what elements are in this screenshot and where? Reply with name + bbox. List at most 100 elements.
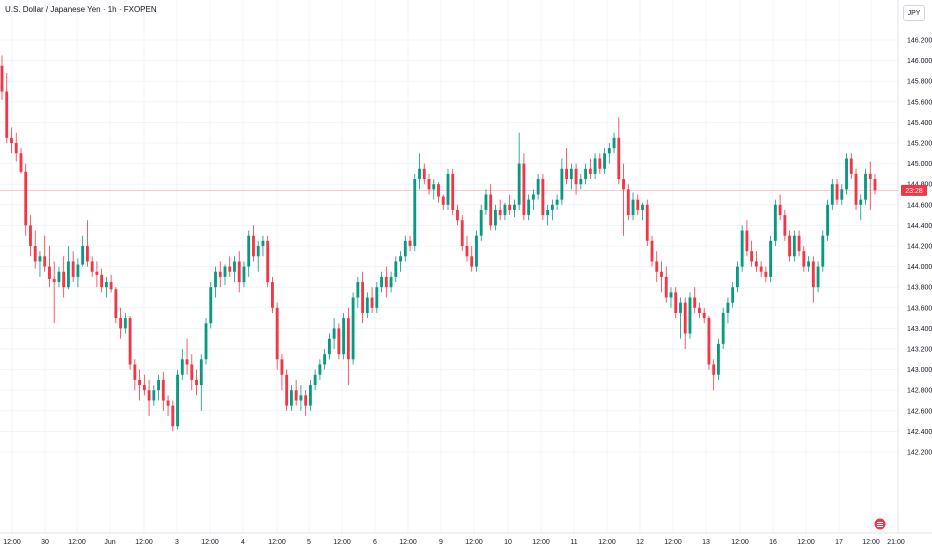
- candle: [641, 202, 644, 221]
- candle-body: [299, 395, 303, 401]
- candle-body: [214, 271, 217, 288]
- candle-body: [275, 307, 279, 360]
- currency-badge[interactable]: JPY: [903, 5, 925, 21]
- candle: [252, 225, 255, 262]
- candle: [603, 148, 606, 174]
- candle-body: [123, 318, 127, 329]
- candles-layer: [0, 55, 877, 432]
- candle-body: [14, 143, 18, 154]
- candle-body: [180, 359, 184, 375]
- candle-body: [845, 158, 848, 190]
- time-tick-label: Jun: [104, 539, 115, 546]
- candle-body: [384, 276, 388, 288]
- candle-body: [365, 297, 369, 313]
- candle: [289, 385, 293, 411]
- candle: [337, 323, 341, 360]
- candle-body: [807, 261, 810, 267]
- candle: [664, 266, 668, 303]
- candle: [147, 379, 151, 416]
- candle: [275, 302, 279, 370]
- candle: [769, 235, 773, 283]
- candle-body: [783, 215, 787, 236]
- candle-body: [38, 256, 42, 262]
- candle-body: [266, 240, 270, 283]
- candle: [754, 251, 758, 272]
- time-tick-label: 10: [504, 539, 512, 546]
- candle-body: [327, 338, 331, 355]
- candle-body: [712, 364, 716, 375]
- candle-body: [233, 261, 236, 272]
- candle: [527, 194, 531, 221]
- candle-body: [517, 163, 521, 205]
- candle-body: [133, 364, 137, 380]
- candle: [356, 276, 360, 308]
- candle: [669, 287, 673, 308]
- candle: [854, 168, 858, 210]
- price-axis[interactable]: 146.200 146.000 145.800 145.600 145.400 145.2…: [907, 38, 932, 457]
- candle-body: [475, 235, 478, 267]
- candle-body: [147, 390, 151, 401]
- candle: [702, 307, 706, 324]
- price-tick-label: 142.800: [907, 388, 932, 395]
- candle: [413, 173, 417, 252]
- candle-body: [90, 261, 94, 272]
- candle: [5, 72, 9, 143]
- current-price-label: 23:28: [905, 188, 923, 195]
- candle-body: [612, 137, 616, 149]
- candle-body: [280, 359, 284, 375]
- candle: [479, 204, 483, 241]
- time-tick-label: 4: [241, 539, 245, 546]
- candle-body: [802, 251, 806, 267]
- candle-body: [375, 287, 379, 308]
- candle: [432, 179, 436, 200]
- candle: [280, 354, 284, 391]
- price-tick-label: 144.000: [907, 264, 932, 271]
- time-axis[interactable]: 12:00 30 12:00 Jun 12:00 3 12:00 4 12:00 5 12:00 6 1…: [3, 539, 905, 546]
- candle-body: [100, 274, 104, 288]
- candle-body: [726, 302, 730, 313]
- candle-body: [337, 328, 341, 355]
- trading-icon[interactable]: [874, 518, 886, 530]
- candle: [731, 282, 735, 308]
- candle-body: [607, 148, 611, 154]
- candle-body: [617, 137, 621, 180]
- candle: [261, 235, 265, 257]
- candle: [304, 390, 308, 416]
- candle: [33, 230, 37, 269]
- candle-body: [522, 163, 526, 216]
- candle: [560, 158, 564, 205]
- candle: [617, 117, 621, 185]
- candle-body: [565, 168, 569, 180]
- candle-body: [218, 271, 222, 277]
- candle: [437, 182, 440, 203]
- candle-body: [380, 276, 383, 288]
- candle-body: [465, 246, 469, 257]
- candle: [299, 385, 303, 411]
- chart-grid: [0, 0, 898, 533]
- price-tick-label: 145.200: [907, 141, 932, 148]
- candle: [555, 194, 559, 210]
- candle: [494, 204, 497, 231]
- candle: [517, 132, 521, 210]
- candle: [190, 354, 194, 391]
- candle-body: [361, 282, 365, 313]
- candle: [740, 225, 744, 272]
- price-tick-label: 143.000: [907, 367, 932, 374]
- candle: [783, 209, 787, 241]
- candle-body: [494, 209, 497, 226]
- candle-body: [142, 385, 146, 391]
- candle-body: [683, 302, 687, 334]
- candle: [166, 395, 170, 416]
- candle-body: [707, 318, 711, 365]
- candle-body: [811, 261, 815, 288]
- candle-body: [422, 168, 426, 180]
- candle: [636, 194, 640, 216]
- candle-body: [356, 282, 360, 298]
- candle-body: [769, 240, 773, 277]
- candle-body: [308, 385, 312, 406]
- candle: [427, 173, 431, 195]
- candle: [830, 179, 834, 210]
- time-tick-label: 5: [307, 539, 311, 546]
- candle: [133, 359, 137, 391]
